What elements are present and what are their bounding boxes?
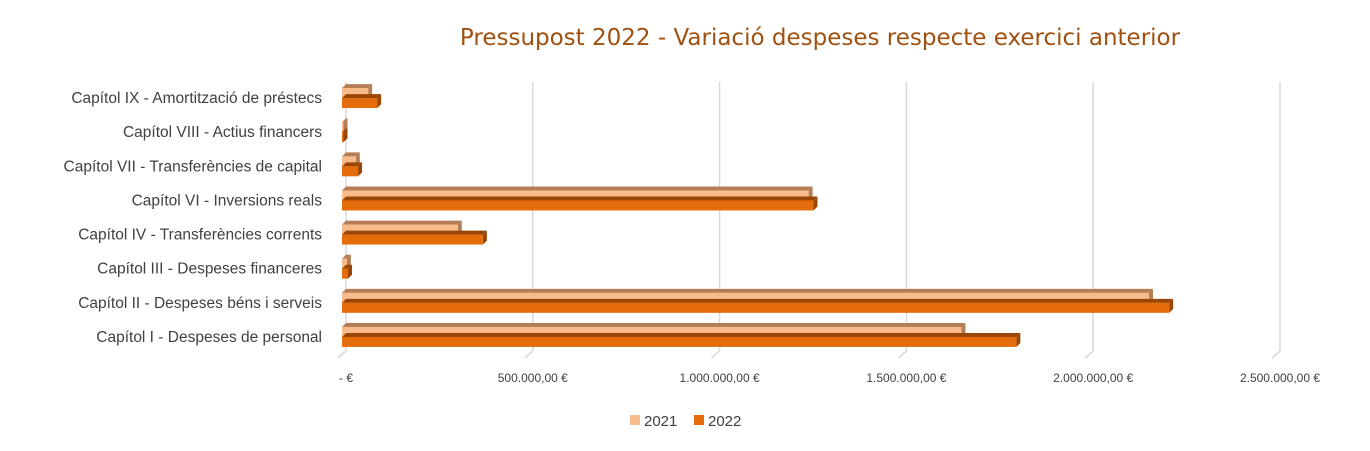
bar-2021 [342, 258, 347, 269]
chart-title: Pressupost 2022 - Variació despeses resp… [460, 25, 1181, 51]
bar-2022 [342, 200, 814, 211]
x-tick-label: 1.500.000,00 € [866, 371, 946, 385]
category-label: Capítol VII - Transferències de capital [64, 158, 322, 175]
category-label: Capítol II - Despeses béns i serveis [78, 295, 322, 312]
bar-side-face-2022 [1016, 332, 1021, 347]
bar-2022 [342, 302, 1170, 313]
bar-top-face-2022 [342, 128, 348, 133]
bar-2022 [342, 234, 483, 245]
x-tick-label: - € [339, 371, 353, 385]
bar-side-face-2022 [1169, 298, 1174, 313]
bar-top-face-2021 [342, 220, 462, 225]
bar-side-face-2022 [482, 230, 487, 245]
bar-top-face-2022 [342, 162, 363, 167]
bar-side-face-2022 [377, 94, 382, 109]
bar-top-face-2021 [342, 152, 360, 157]
bar-top-face-2022 [342, 94, 382, 99]
category-label: Capítol IV - Transferències corrents [78, 227, 322, 244]
gridline-floor [1271, 350, 1281, 359]
bar-top-face-2021 [342, 84, 373, 89]
category-label: Capítol VIII - Actius financers [123, 124, 322, 141]
x-tick-label: 2.000.000,00 € [1053, 371, 1133, 385]
bar-2022 [342, 132, 344, 143]
bar-2022 [342, 336, 1017, 347]
bar-top-face-2022 [342, 196, 818, 201]
category-label: Capítol VI - Inversions reals [132, 192, 323, 209]
bar-2022 [342, 268, 348, 279]
bar-top-face-2021 [342, 254, 351, 259]
bar-top-face-2022 [342, 230, 487, 235]
gridline-floor [711, 350, 721, 359]
gridline-floor [337, 350, 347, 359]
bar-top-face-2022 [342, 332, 1021, 337]
bar-top-face-2022 [342, 264, 352, 269]
gridline-floor [1084, 350, 1094, 359]
gridline-floor [897, 350, 907, 359]
bar-2021 [342, 190, 809, 201]
bar-top-face-2021 [342, 322, 966, 327]
bar-side-face-2022 [813, 196, 818, 211]
bar-2021 [342, 292, 1149, 303]
legend-swatch-2021 [630, 415, 640, 425]
bar-2021 [342, 156, 356, 167]
legend-label-2021: 2021 [644, 413, 677, 430]
bar-2021 [342, 224, 458, 235]
category-label: Capítol I - Despeses de personal [96, 329, 322, 346]
bar-top-face-2021 [342, 288, 1153, 293]
category-label: Capítol IX - Amortització de préstecs [71, 90, 322, 107]
legend-label-2022: 2022 [708, 413, 741, 430]
bar-top-face-2021 [342, 118, 348, 123]
bar-2022 [342, 98, 378, 109]
x-tick-label: 1.000.000,00 € [680, 371, 760, 385]
bar-top-face-2021 [342, 186, 813, 191]
legend-swatch-2022 [694, 415, 704, 425]
bar-top-face-2022 [342, 298, 1174, 303]
x-tick-label: 2.500.000,00 € [1240, 371, 1320, 385]
bar-side-face-2022 [358, 162, 363, 177]
bar-2021 [342, 326, 962, 337]
bar-side-face-2022 [343, 128, 348, 143]
bar-2021 [342, 122, 344, 133]
gridline-floor [524, 350, 534, 359]
bar-2021 [342, 88, 369, 99]
bar-2022 [342, 166, 359, 177]
bar-side-face-2022 [347, 264, 352, 279]
category-label: Capítol III - Despeses financeres [97, 261, 322, 278]
x-tick-label: 500.000,00 € [498, 371, 568, 385]
